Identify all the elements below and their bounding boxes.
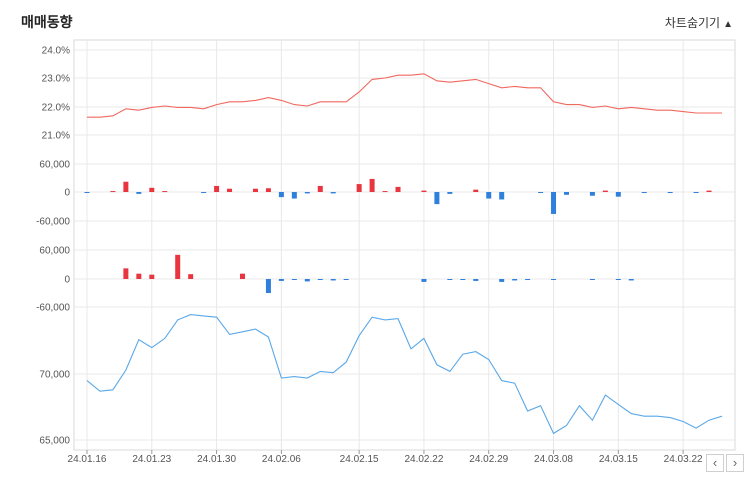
foreign-net-bar (615, 192, 621, 197)
y-tick-label: 24.0% (42, 46, 70, 57)
chevron-right-icon[interactable]: › (726, 454, 744, 472)
foreign-net-bar (641, 192, 647, 193)
y-tick-label: 23.0% (42, 74, 70, 85)
institution-net-bar (304, 279, 310, 282)
foreign-net-bar (693, 192, 699, 193)
y-tick-label: 60,000 (39, 246, 70, 257)
y-tick-label: 22.0% (42, 103, 70, 114)
foreign-net-bar (447, 192, 453, 194)
y-tick-label: 0 (64, 275, 70, 286)
price-line (86, 314, 723, 435)
foreign-net-bar (551, 192, 557, 214)
institution-net-bar (499, 279, 505, 282)
y-tick-label: 70,000 (39, 370, 70, 381)
foreign-net-bar (706, 190, 712, 192)
foreign-net-bar (136, 192, 142, 194)
institution-net-bar (240, 273, 246, 279)
x-tick-label: 24.01.30 (197, 454, 236, 465)
institution-net-bar (421, 279, 427, 282)
foreign-net-bar (149, 187, 155, 192)
institution-net-bar (291, 279, 297, 280)
foreign-net-bar (330, 192, 336, 194)
y-tick-label: -60,000 (36, 217, 70, 228)
foreign-net-bar (473, 189, 479, 192)
ownership-line (87, 73, 722, 118)
foreign-net-bar (589, 192, 595, 196)
y-tick-label: -60,000 (36, 303, 70, 314)
institution-net-bar (615, 279, 621, 280)
x-tick-label: 24.02.06 (262, 454, 301, 465)
foreign-net-bar (214, 185, 220, 192)
foreign-net-bar (538, 192, 544, 193)
institution-net-bar (317, 279, 323, 280)
foreign-net-bar (434, 192, 440, 205)
hide-chart-label: 차트숨기기 (664, 16, 721, 30)
foreign-net-bar (602, 190, 608, 192)
foreign-net-bar (317, 185, 323, 192)
foreign-net-bar (486, 192, 492, 199)
foreign-net-bar (499, 192, 505, 200)
institution-net-bar (278, 279, 284, 281)
hide-chart-toggle[interactable]: 차트숨기기 ▲ (665, 14, 733, 31)
foreign-net-bar (395, 186, 401, 192)
chevron-left-icon[interactable]: ‹ (706, 454, 724, 472)
institution-net-bar (473, 279, 479, 281)
institution-net-bar (551, 279, 557, 280)
foreign-net-bar (227, 188, 233, 192)
x-tick-label: 24.02.29 (469, 454, 508, 465)
foreign-net-bar (265, 188, 271, 192)
x-tick-label: 24.03.22 (664, 454, 703, 465)
foreign-net-bar (356, 184, 362, 192)
foreign-net-bar (369, 178, 375, 192)
foreign-net-bar (291, 192, 297, 199)
x-tick-label: 24.03.08 (534, 454, 573, 465)
x-tick-label: 24.03.15 (599, 454, 638, 465)
foreign-net-bar (123, 181, 129, 192)
foreign-net-bar (667, 192, 673, 193)
institution-net-bar (188, 274, 194, 279)
plot-frame (73, 39, 736, 451)
institution-net-bar (525, 279, 531, 280)
institution-net-bar (447, 279, 453, 280)
y-tick-label: 0 (64, 188, 70, 199)
section-title: 매매동향 (21, 14, 73, 30)
y-tick-label: 60,000 (39, 160, 70, 171)
foreign-net-bar (110, 191, 116, 193)
foreign-net-bar (304, 192, 310, 194)
institution-net-bar (460, 279, 466, 280)
institution-net-bar (330, 279, 336, 281)
y-tick-label: 21.0% (42, 131, 70, 142)
y-tick-label: 65,000 (39, 436, 70, 447)
triangle-up-icon: ▲ (723, 19, 733, 30)
foreign-net-bar (252, 188, 258, 192)
x-tick-label: 24.01.16 (68, 454, 107, 465)
x-tick-label: 24.02.22 (404, 454, 443, 465)
institution-net-bar (589, 279, 595, 280)
institution-net-bar (136, 273, 142, 279)
institution-net-bar (343, 279, 349, 280)
institution-net-bar (512, 279, 518, 281)
institution-net-bar (265, 279, 271, 294)
foreign-net-bar (382, 191, 388, 193)
institution-net-bar (123, 268, 129, 279)
foreign-net-bar (201, 192, 207, 193)
institution-net-bar (149, 274, 155, 279)
foreign-net-bar (421, 190, 427, 192)
foreign-net-bar (162, 191, 168, 193)
foreign-net-bar (563, 192, 569, 195)
x-tick-label: 24.02.15 (340, 454, 379, 465)
institution-net-bar (175, 254, 181, 279)
x-tick-label: 24.01.23 (132, 454, 171, 465)
foreign-net-bar (278, 192, 284, 198)
institution-net-bar (628, 279, 634, 281)
foreign-net-bar (84, 192, 90, 193)
